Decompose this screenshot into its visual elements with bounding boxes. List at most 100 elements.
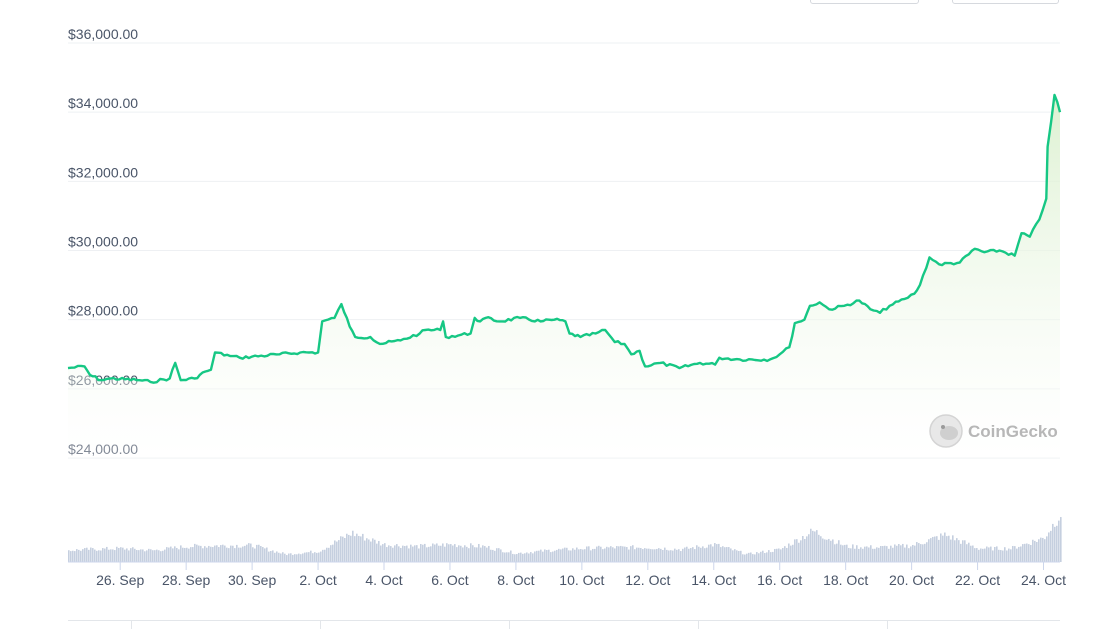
coingecko-watermark: CoinGecko: [929, 414, 1058, 448]
range-button-right[interactable]: [952, 0, 1059, 4]
volume-bar: [570, 550, 572, 562]
volume-bar: [238, 547, 240, 562]
volume-bar: [614, 548, 616, 562]
volume-bar: [620, 545, 622, 562]
volume-bar: [1010, 549, 1012, 562]
volume-bar: [94, 549, 96, 562]
volume-bar: [1020, 546, 1022, 562]
volume-bar: [142, 549, 144, 562]
table-header-strip: [68, 620, 1060, 629]
volume-bar: [398, 546, 400, 562]
volume-bar: [900, 545, 902, 562]
volume-bar: [240, 547, 242, 562]
volume-bar: [478, 543, 480, 562]
volume-bar: [982, 548, 984, 562]
volume-bar: [796, 539, 798, 562]
volume-bar: [792, 544, 794, 562]
volume-bar: [554, 550, 556, 562]
volume-bar: [698, 546, 700, 562]
volume-bar: [852, 544, 854, 562]
volume-bar: [996, 546, 998, 562]
volume-bar: [384, 543, 386, 562]
volume-bar: [534, 551, 536, 562]
volume-bar: [744, 554, 746, 562]
volume-bar: [364, 540, 366, 562]
volume-bar: [688, 548, 690, 562]
volume-bar: [138, 550, 140, 562]
volume-bar: [328, 547, 330, 562]
x-tick-label: 16. Oct: [757, 572, 802, 588]
volume-bar: [642, 549, 644, 562]
volume-bar: [928, 539, 930, 562]
x-tick-label: 28. Sep: [162, 572, 210, 588]
volume-bar: [628, 549, 630, 562]
volume-bar: [738, 551, 740, 562]
volume-bar: [472, 545, 474, 562]
volume-bar: [568, 550, 570, 562]
volume-bar: [178, 549, 180, 562]
y-tick-label: $30,000.00: [68, 234, 138, 250]
volume-bar: [760, 551, 762, 562]
volume-bar: [930, 538, 932, 562]
volume-bar: [678, 549, 680, 562]
volume-bar: [366, 538, 368, 562]
volume-bar: [632, 545, 634, 562]
volume-bar: [680, 551, 682, 562]
volume-bar: [610, 546, 612, 562]
volume-bar: [906, 544, 908, 562]
volume-bar: [512, 553, 514, 562]
volume-bar: [640, 548, 642, 562]
volume-bar: [522, 553, 524, 562]
volume-bar: [488, 545, 490, 562]
volume-bar: [648, 548, 650, 562]
volume-bar: [148, 548, 150, 562]
volume-bar: [810, 528, 812, 562]
y-tick-label: $34,000.00: [68, 95, 138, 111]
volume-bar: [296, 554, 298, 562]
volume-bar: [542, 551, 544, 562]
volume-bar: [946, 536, 948, 562]
volume-bar: [790, 545, 792, 562]
volume-bar: [248, 543, 250, 562]
volume-bar: [860, 547, 862, 562]
volume-bar: [152, 550, 154, 562]
volume-bar: [588, 546, 590, 562]
volume-bar: [358, 535, 360, 562]
volume-bar: [538, 550, 540, 562]
volume-bar: [106, 546, 108, 562]
volume-bar: [234, 548, 236, 562]
volume-bar: [918, 543, 920, 562]
volume-bar: [830, 540, 832, 562]
volume-bar: [304, 552, 306, 562]
volume-bar: [410, 544, 412, 562]
volume-bar: [612, 547, 614, 562]
volume-bar: [524, 553, 526, 562]
volume-bar: [734, 549, 736, 562]
volume-bar: [828, 538, 830, 562]
volume-bar: [422, 544, 424, 562]
volume-bar: [72, 550, 74, 562]
volume-bar: [194, 543, 196, 562]
volume-bar: [552, 551, 554, 562]
volume-bar: [774, 548, 776, 562]
volume-bar: [448, 544, 450, 562]
volume-bar: [396, 544, 398, 562]
volume-bar: [516, 554, 518, 562]
volume-bar: [220, 545, 222, 562]
volume-bar: [1060, 517, 1062, 562]
volume-bar: [1018, 546, 1020, 562]
volume-bar: [98, 550, 100, 562]
volume-bar: [316, 552, 318, 562]
volume-bar: [436, 543, 438, 562]
volume-bar: [870, 545, 872, 562]
volume-bar: [378, 541, 380, 562]
volume-bar: [1034, 540, 1036, 562]
volume-bar: [350, 535, 352, 562]
volume-bar: [86, 547, 88, 562]
volume-bar: [204, 546, 206, 562]
range-button-left[interactable]: [810, 0, 919, 4]
volume-bar: [716, 544, 718, 562]
volume-bar: [600, 546, 602, 562]
volume-bar: [692, 547, 694, 562]
